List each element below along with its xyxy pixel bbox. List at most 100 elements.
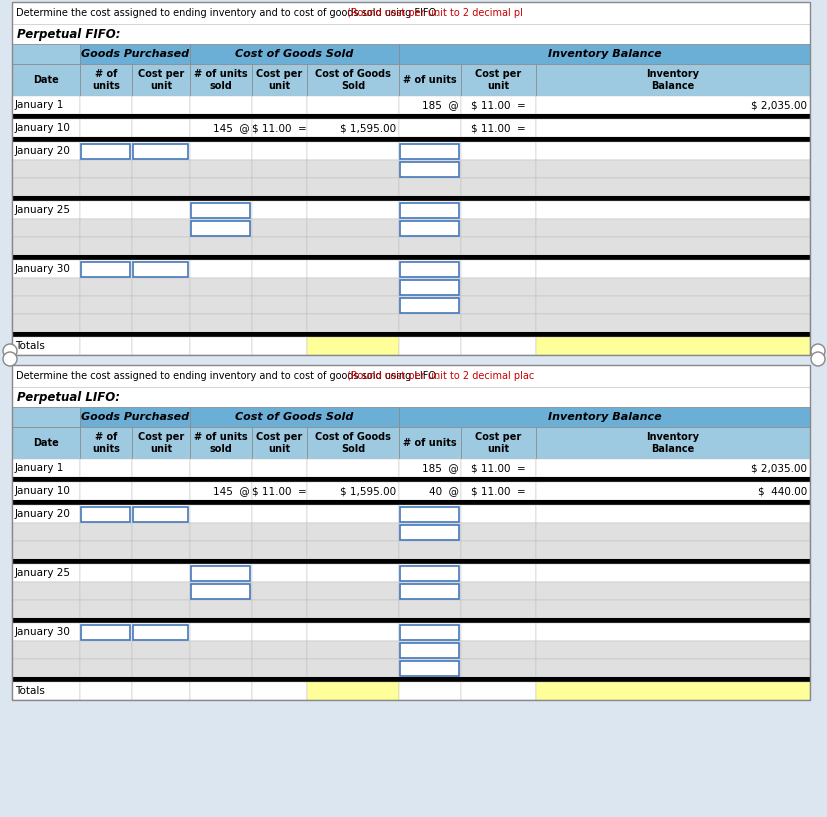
Bar <box>461 178 535 196</box>
Text: $ 11.00  =: $ 11.00 = <box>471 463 525 473</box>
Text: January 1: January 1 <box>15 100 65 110</box>
Bar <box>189 201 251 219</box>
Bar <box>399 505 461 523</box>
Bar <box>12 541 80 559</box>
Bar <box>307 296 399 314</box>
Bar <box>12 523 80 541</box>
Bar <box>131 682 189 700</box>
Bar <box>80 219 131 237</box>
Bar <box>399 600 461 618</box>
Bar <box>535 178 809 196</box>
Bar <box>12 237 80 255</box>
Bar <box>80 482 131 500</box>
Bar <box>12 477 809 482</box>
Bar <box>131 160 189 178</box>
Circle shape <box>810 352 824 366</box>
Bar <box>399 314 461 332</box>
Bar <box>535 427 809 459</box>
Bar <box>12 119 80 137</box>
Text: Goods Purchased: Goods Purchased <box>81 412 189 422</box>
Bar <box>400 565 459 581</box>
Text: Totals: Totals <box>15 686 45 696</box>
Text: Cost per
unit: Cost per unit <box>138 69 184 91</box>
Bar <box>191 565 251 581</box>
Bar <box>189 96 251 114</box>
Bar <box>251 96 307 114</box>
Text: # of units: # of units <box>403 75 457 85</box>
Bar <box>535 641 809 659</box>
Bar <box>131 142 189 160</box>
Bar <box>131 523 189 541</box>
Bar <box>251 219 307 237</box>
Bar <box>535 682 809 700</box>
Bar <box>189 64 251 96</box>
Bar <box>133 144 189 158</box>
Bar <box>307 641 399 659</box>
Bar <box>307 260 399 278</box>
Bar <box>189 682 251 700</box>
Bar <box>80 337 131 355</box>
Bar <box>12 427 80 459</box>
Bar <box>251 119 307 137</box>
Bar <box>80 160 131 178</box>
Bar <box>81 261 131 276</box>
Bar <box>535 64 809 96</box>
Bar <box>307 278 399 296</box>
Bar <box>535 459 809 477</box>
Bar <box>307 459 399 477</box>
Bar <box>131 96 189 114</box>
Bar <box>80 260 131 278</box>
Text: 40  @: 40 @ <box>428 486 458 496</box>
Text: $ 2,035.00: $ 2,035.00 <box>750 100 806 110</box>
Text: $ 11.00  =: $ 11.00 = <box>251 486 307 496</box>
Text: 145  @: 145 @ <box>213 123 250 133</box>
Text: Totals: Totals <box>15 341 45 351</box>
Text: $ 1,595.00: $ 1,595.00 <box>339 486 395 496</box>
Bar <box>131 296 189 314</box>
Bar <box>12 365 809 700</box>
Bar <box>131 600 189 618</box>
Bar <box>461 119 535 137</box>
Bar <box>189 541 251 559</box>
Bar <box>81 144 131 158</box>
Bar <box>12 201 80 219</box>
Bar <box>131 64 189 96</box>
Bar <box>307 623 399 641</box>
Text: Cost per
unit: Cost per unit <box>475 69 521 91</box>
Bar <box>400 221 459 235</box>
Bar <box>189 623 251 641</box>
Bar <box>12 160 80 178</box>
Bar <box>189 482 251 500</box>
Bar <box>399 523 461 541</box>
Bar <box>461 541 535 559</box>
Bar <box>12 219 80 237</box>
Bar <box>307 600 399 618</box>
Bar <box>80 623 131 641</box>
Bar <box>80 44 189 64</box>
Bar <box>307 541 399 559</box>
Text: $ 1,595.00: $ 1,595.00 <box>339 123 395 133</box>
Bar <box>12 623 80 641</box>
Text: Perpetual FIFO:: Perpetual FIFO: <box>17 28 121 41</box>
Bar <box>461 623 535 641</box>
Bar <box>80 119 131 137</box>
Bar <box>400 279 459 294</box>
Bar <box>80 314 131 332</box>
Bar <box>12 2 809 355</box>
Bar <box>307 482 399 500</box>
Bar <box>191 221 251 235</box>
Text: # of units: # of units <box>403 438 457 448</box>
Bar <box>131 641 189 659</box>
Text: # of
units: # of units <box>92 432 120 453</box>
Bar <box>80 407 189 427</box>
Bar <box>12 114 809 119</box>
Bar <box>399 582 461 600</box>
Bar <box>535 160 809 178</box>
Bar <box>12 618 809 623</box>
Bar <box>12 260 80 278</box>
Bar <box>307 142 399 160</box>
Bar <box>80 427 131 459</box>
Bar <box>461 659 535 677</box>
Text: Goods Purchased: Goods Purchased <box>81 49 189 59</box>
Bar <box>189 278 251 296</box>
